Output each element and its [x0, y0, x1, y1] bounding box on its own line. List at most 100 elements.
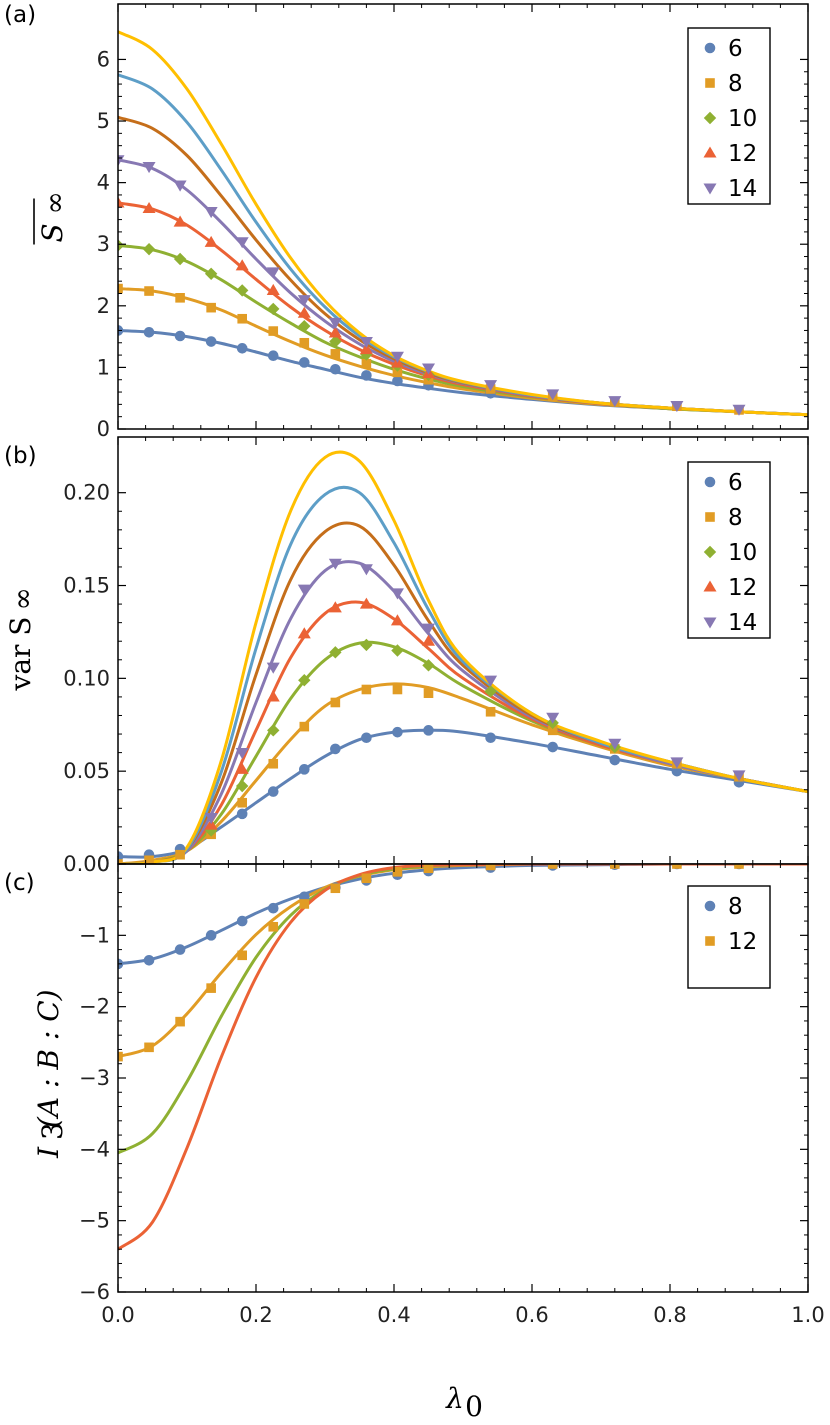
series-12-marker-4	[235, 259, 249, 271]
y-tick-label: 2	[97, 294, 110, 318]
series-14-marker-8	[484, 675, 498, 687]
series-10-marker-2	[173, 252, 187, 266]
y-tick-label: −1	[79, 923, 110, 947]
legend-item-8: 8	[705, 505, 743, 531]
series-12-marker-15	[734, 864, 744, 869]
series-8-marker-8	[361, 684, 372, 695]
series-10-marker-6	[298, 319, 311, 333]
series-8-marker-2	[175, 849, 185, 860]
y-tick-label: 0	[97, 852, 110, 876]
series-12-marker-14	[672, 864, 682, 869]
series-12-marker-7	[330, 883, 341, 894]
series-6-marker-11	[547, 741, 558, 753]
series-12-marker-4	[237, 950, 247, 961]
legend-box	[687, 885, 771, 989]
series-12-marker-2	[175, 1016, 185, 1027]
series-14-marker-15	[732, 404, 746, 416]
y-axis-label-subscript: ∞	[6, 587, 39, 610]
series-12-marker-6	[390, 614, 404, 626]
y-axis-title: S∞	[33, 191, 71, 245]
series-14-marker-2	[173, 180, 187, 192]
series-8-marker-6	[299, 721, 310, 732]
legend-label: 8	[728, 894, 743, 920]
panel-c: −6 −5 −4 −3 −2 −1 0 0.0 0.2 0.4 0.6 0.8 1.0 (c) I 3(A :…	[4, 852, 825, 1327]
series-8-marker-6	[299, 337, 310, 348]
x-tick-label: 0.2	[239, 1303, 272, 1327]
series-12-marker-8	[361, 873, 372, 884]
series-8-marker-8	[361, 358, 372, 369]
series-line-8	[118, 287, 808, 417]
series-6-marker-8	[361, 370, 372, 381]
y-tick-label: 0.10	[63, 666, 110, 690]
legend-item-14: 14	[703, 610, 757, 636]
series-14-marker-5	[266, 267, 280, 279]
x-axis-title: λ 0	[445, 1382, 483, 1423]
series-14-marker-10	[422, 363, 435, 375]
legend-label: 12	[728, 929, 757, 955]
y-axis-label-subscript: ∞	[38, 191, 71, 214]
series-line-6	[118, 328, 808, 417]
series-14-marker-2	[266, 662, 280, 674]
legend-item-8: 8	[705, 71, 743, 97]
series-6-marker-6	[299, 357, 310, 368]
legend-item-10: 10	[703, 540, 757, 566]
legend-12-marker-0	[703, 146, 717, 158]
legend: 6 8 10 12 14	[687, 461, 771, 639]
series-6-marker-3	[205, 336, 217, 347]
series-6-marker-5	[299, 764, 310, 775]
panel-label: (b)	[4, 443, 37, 469]
legend-label: 8	[728, 71, 743, 97]
series-8-marker-4	[237, 313, 247, 324]
y-tick-label: 0.00	[63, 852, 110, 876]
legend-14-marker-0	[703, 183, 717, 195]
series-10-marker-7	[422, 659, 435, 672]
legend-12-marker-0	[703, 580, 717, 592]
legend-item-6: 6	[704, 470, 743, 496]
series-12-marker-12	[547, 864, 558, 869]
series-6-marker-10	[485, 732, 496, 744]
y-axis-label: var S	[4, 617, 37, 692]
series-line-20	[118, 450, 808, 864]
series-6-marker-7	[330, 363, 341, 375]
series-14-marker-5	[359, 564, 373, 576]
series-12-marker-7	[422, 634, 435, 646]
series-8-marker-11	[485, 706, 496, 717]
series-line-10	[118, 640, 808, 864]
series-14-marker-3	[297, 584, 311, 596]
series-14-marker-10	[608, 738, 622, 750]
series-8-marker-1	[144, 286, 154, 296]
x-tick-label: 0.8	[653, 1303, 686, 1327]
series-6-marker-1	[143, 326, 155, 338]
series-12-marker-7	[328, 326, 342, 338]
series-8-marker-12	[547, 725, 558, 736]
series-12-marker-5	[359, 597, 373, 609]
series-8-marker-7	[330, 349, 341, 359]
series-8-marker-5	[267, 902, 279, 914]
series-14-marker-12	[732, 770, 746, 782]
series-14-marker-1	[235, 748, 249, 760]
y-axis-label-argument: (A : B : C)	[32, 989, 65, 1128]
series-10-marker-0	[118, 239, 125, 252]
legend-item-12: 12	[703, 141, 757, 167]
x-tick-label: 0.0	[101, 1303, 134, 1327]
legend-label: 6	[728, 470, 743, 496]
y-tick-label: 5	[97, 109, 110, 133]
series-10-marker-5	[360, 638, 373, 652]
series-14-marker-11	[670, 757, 684, 769]
series-14-marker-4	[328, 558, 342, 570]
series-8-marker-1	[143, 955, 155, 966]
y-tick-label: −2	[79, 995, 110, 1019]
series-12-marker-10	[423, 864, 434, 874]
series-10-marker-1	[236, 779, 249, 793]
series-8-marker-4	[237, 797, 247, 808]
y-tick-label: 4	[97, 171, 110, 195]
series-12-marker-1	[235, 762, 249, 774]
series-6-marker-4	[267, 786, 279, 797]
markers	[118, 558, 746, 864]
series-14-marker-7	[328, 317, 342, 329]
series-12-marker-6	[299, 899, 310, 909]
series-10-marker-3	[298, 674, 311, 687]
y-axis-label: I	[32, 1146, 65, 1159]
series-6-marker-12	[609, 754, 621, 766]
